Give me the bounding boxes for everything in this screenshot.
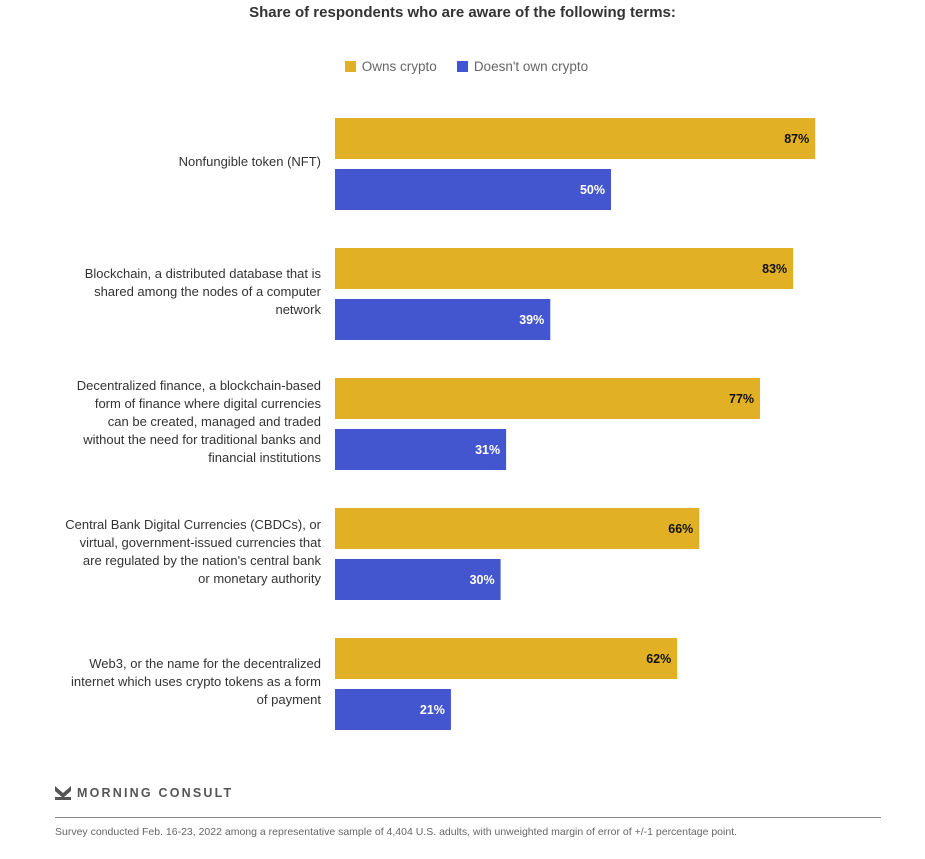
- category-label-line: without the need for traditional banks a…: [83, 432, 321, 447]
- bar-chart: 87% 50% 83% 39% 77% 31% 66% 30% 62% 21%: [335, 118, 816, 730]
- category-label-line: internet which uses crypto tokens as a f…: [70, 674, 321, 689]
- category-label-line: network: [275, 302, 321, 317]
- legend-item-doesnt-own[interactable]: Doesn't own crypto: [456, 59, 589, 74]
- category-label-line: Decentralized finance, a blockchain-base…: [76, 378, 321, 393]
- data-label: 39%: [519, 313, 544, 327]
- bar-owns-crypto[interactable]: [335, 118, 816, 159]
- category-label-line: financial institutions: [208, 450, 321, 465]
- data-label: 87%: [784, 132, 809, 146]
- category-label-line: or monetary authority: [198, 571, 321, 586]
- bar-owns-crypto[interactable]: [335, 248, 794, 289]
- category-label-line: form of finance where digital currencies: [94, 396, 321, 411]
- legend: Owns crypto Doesn't own crypto: [0, 59, 925, 74]
- category-label-line: shared among the nodes of a computer: [94, 284, 321, 299]
- category-label-line: virtual, government-issued currencies th…: [79, 535, 321, 550]
- legend-label-doesnt-own: Doesn't own crypto: [473, 59, 589, 74]
- category-label: Decentralized finance, a blockchain-base…: [21, 377, 321, 467]
- bar-doesnt-own-crypto[interactable]: [335, 299, 551, 340]
- category-label-line: of payment: [256, 692, 321, 707]
- legend-item-owns[interactable]: Owns crypto: [344, 59, 437, 74]
- category-label: Web3, or the name for the decentralized i…: [21, 655, 321, 709]
- brand-logo: MORNING CONSULT: [55, 786, 233, 800]
- bar-doesnt-own-crypto[interactable]: [335, 559, 501, 600]
- chart-title: Share of respondents who are aware of th…: [249, 4, 676, 21]
- bar-doesnt-own-crypto[interactable]: [335, 429, 507, 470]
- data-label: 50%: [580, 183, 605, 197]
- brand-name: MORNING CONSULT: [77, 786, 234, 800]
- data-label: 30%: [470, 573, 495, 587]
- category-label: Blockchain, a distributed database that …: [21, 265, 321, 319]
- bar-owns-crypto[interactable]: [335, 378, 761, 419]
- bar-owns-crypto[interactable]: [335, 638, 678, 679]
- legend-swatch-owns: [344, 61, 356, 72]
- category-label: Nonfungible token (NFT): [21, 153, 321, 171]
- category-label-line: Central Bank Digital Currencies (CBDCs),…: [65, 517, 321, 532]
- data-label: 66%: [668, 522, 693, 536]
- category-label-line: Web3, or the name for the decentralized: [89, 656, 321, 671]
- category-label-line: Blockchain, a distributed database that …: [84, 266, 321, 281]
- morning-consult-logo-icon: [55, 786, 71, 800]
- category-label: Central Bank Digital Currencies (CBDCs),…: [21, 516, 321, 588]
- category-label-line: Nonfungible token (NFT): [178, 154, 321, 169]
- legend-swatch-doesnt-own: [456, 61, 468, 72]
- data-label: 21%: [420, 703, 445, 717]
- category-label-line: can be created, managed and traded: [107, 414, 321, 429]
- legend-label-owns: Owns crypto: [361, 59, 437, 74]
- data-label: 83%: [762, 262, 787, 276]
- category-label-line: are regulated by the nation's central ba…: [82, 553, 321, 568]
- footer-divider: [55, 817, 881, 818]
- data-label: 77%: [729, 392, 754, 406]
- data-label: 62%: [646, 652, 671, 666]
- bar-doesnt-own-crypto[interactable]: [335, 169, 611, 210]
- bar-owns-crypto[interactable]: [335, 508, 700, 549]
- survey-note: Survey conducted Feb. 16-23, 2022 among …: [55, 826, 738, 838]
- data-label: 31%: [475, 443, 500, 457]
- bar-doesnt-own-crypto[interactable]: [335, 689, 451, 730]
